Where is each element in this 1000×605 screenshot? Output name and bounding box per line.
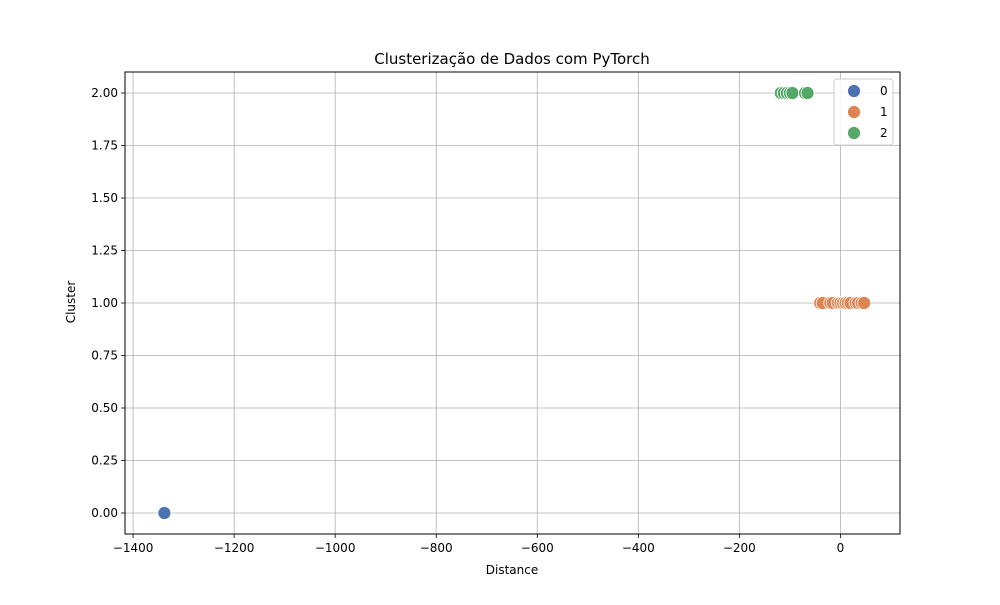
grid bbox=[125, 72, 900, 534]
y-tick-label: 1.50 bbox=[91, 191, 118, 205]
x-tick-label: 0 bbox=[837, 541, 845, 555]
x-tick-label: −1000 bbox=[315, 541, 356, 555]
x-tick-label: −200 bbox=[723, 541, 756, 555]
x-tick-label: −400 bbox=[622, 541, 655, 555]
y-tick-label: 1.00 bbox=[91, 296, 118, 310]
x-tick-label: −600 bbox=[521, 541, 554, 555]
data-point-cluster-2 bbox=[785, 86, 800, 100]
legend-marker-2 bbox=[847, 126, 861, 140]
y-tick-label: 0.50 bbox=[91, 401, 118, 415]
x-tick-label: −1400 bbox=[113, 541, 154, 555]
chart-title: Clusterização de Dados com PyTorch bbox=[374, 50, 650, 68]
data-point-cluster-2 bbox=[800, 86, 815, 100]
y-tick-label: 0.00 bbox=[91, 506, 118, 520]
y-tick-label: 1.25 bbox=[91, 244, 118, 258]
y-tick-label: 1.75 bbox=[91, 139, 118, 153]
legend-marker-1 bbox=[847, 105, 861, 119]
legend-box bbox=[833, 78, 894, 146]
x-tick-label: −1200 bbox=[214, 541, 255, 555]
data-points bbox=[157, 86, 872, 520]
legend-label-2: 2 bbox=[880, 126, 888, 140]
legend-label-0: 0 bbox=[880, 84, 888, 98]
legend-marker-0 bbox=[847, 84, 861, 98]
y-tick-label: 0.75 bbox=[91, 349, 118, 363]
x-tick-label: −800 bbox=[420, 541, 453, 555]
y-tick-label: 2.00 bbox=[91, 86, 118, 100]
axis-ticks: −1400 −1200 −1000 −800 −600 −400 −200 0 0.00 0.25… bbox=[91, 86, 844, 555]
legend-label-1: 1 bbox=[880, 105, 888, 119]
data-point-cluster-0 bbox=[157, 506, 172, 520]
data-point-cluster-1 bbox=[857, 296, 872, 310]
legend: 0 1 2 bbox=[833, 78, 894, 146]
y-axis-label: Cluster bbox=[64, 281, 78, 324]
y-tick-label: 0.25 bbox=[91, 454, 118, 468]
x-axis-label: Distance bbox=[486, 563, 538, 577]
